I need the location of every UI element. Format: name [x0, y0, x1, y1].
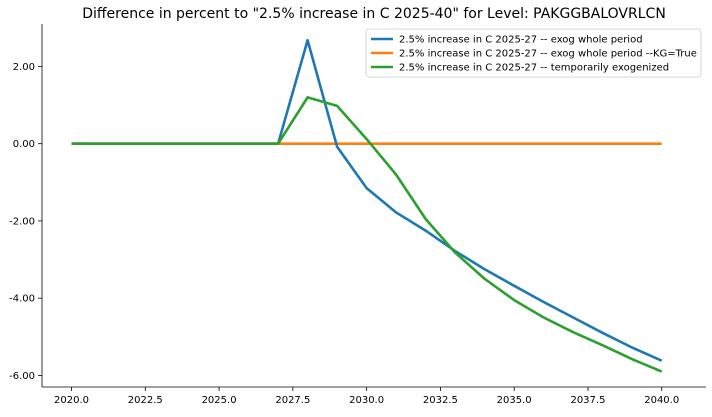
y-tick-label: -4.00 — [9, 294, 35, 305]
x-tick-label: 2035.0 — [497, 395, 532, 406]
series-line-3 — [71, 96, 663, 373]
x-axis-ticks: 2020.0 2022.5 2025.0 2027.5 2030.0 2032.5 2035… — [54, 387, 679, 406]
y-tick-label: -6.00 — [9, 371, 35, 382]
legend-label: 2.5% increase in C 2025-27 -- exog whole… — [399, 49, 697, 60]
x-tick-label: 2022.5 — [128, 395, 163, 406]
chart-title: Difference in percent to "2.5% increase … — [82, 6, 666, 22]
y-tick-label: -2.00 — [9, 216, 35, 227]
legend-label: 2.5% increase in C 2025-27 -- temporaril… — [399, 63, 669, 74]
x-tick-label: 2025.0 — [202, 395, 237, 406]
x-tick-label: 2030.0 — [349, 395, 384, 406]
x-tick-label: 2020.0 — [54, 395, 89, 406]
y-tick-label: 2.00 — [13, 62, 35, 73]
series-lines — [71, 38, 663, 373]
x-tick-label: 2027.5 — [275, 395, 310, 406]
legend-label: 2.5% increase in C 2025-27 -- exog whole… — [399, 35, 643, 46]
legend: 2.5% increase in C 2025-27 -- exog whole… — [365, 28, 702, 78]
x-tick-label: 2040.0 — [644, 395, 679, 406]
x-tick-label: 2032.5 — [423, 395, 458, 406]
y-tick-label: 0.00 — [13, 139, 35, 150]
y-axis-ticks: 2.00 0.00 -2.00 -4.00 -6.00 — [9, 62, 42, 382]
x-tick-label: 2037.5 — [570, 395, 605, 406]
legend-box — [365, 28, 702, 78]
axes — [41, 24, 706, 388]
series-line-1 — [71, 38, 663, 362]
